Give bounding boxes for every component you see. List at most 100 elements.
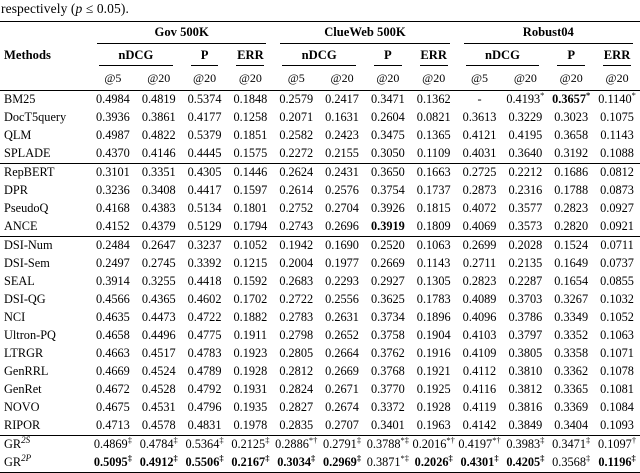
metric-cell: 0.4869‡ [93,434,132,451]
metric-header-p: P [548,46,594,68]
cutoff-label: @20 [376,71,400,85]
metric-cell: 0.4789 [187,364,222,378]
table-row: QLM 0.4987 0.4822 0.5379 0.1851 0.2582 0.2423 0… [0,127,640,145]
metric-cell: 0.1788 [554,183,589,197]
cutoff-label: @20 [559,71,583,85]
significance-marker: ‡ [540,452,545,463]
metric-cell: 0.3657* [552,89,591,106]
method-superscript: 2S [21,434,31,445]
metric-cell: 0.2631 [325,310,359,324]
method-label: GenRet [4,382,42,396]
metric-cell: 0.0812 [600,165,634,179]
metric-cell: 0.4069 [462,219,497,233]
metric-header-err: ERR [411,46,457,68]
metric-cell: 0.1140* [598,89,636,106]
metric-cell: 0.3192 [554,146,589,160]
metric-cell: 0.2155 [325,146,359,160]
metric-cell: 0.3369 [554,400,589,414]
dataset-header-clueweb500k: ClueWeb 500K [273,22,456,47]
metric-cell: 0.1362 [416,92,451,106]
dataset-header-robust04: Robust04 [457,22,640,47]
significance-marker: ‡ [356,452,362,463]
metric-cell: 0.1904 [416,328,451,342]
metric-cell: 0.4675 [96,400,130,414]
significance-marker: *‡ [400,434,410,445]
metric-cell: 0.4112 [462,364,497,378]
metric-cell: 0.4496 [141,328,176,342]
metric-cell: 0.4775 [187,328,222,342]
metric-cell: 0.2520 [370,238,405,252]
metric-cell: 0.4669 [96,364,130,378]
metric-cell: 0.3849 [508,418,543,432]
metric-cell: 0.2752 [279,201,314,215]
method-label: GR2P [4,452,32,469]
metric-cell: 0.1977 [325,256,359,270]
metric-cell: 0.1215 [233,256,268,270]
metric-cell: 0.3703 [508,292,543,306]
cutoff-label: @20 [193,71,217,85]
metric-cell: 0.1365 [416,128,451,142]
metric-cell: 0.4566 [96,292,130,306]
metric-cell: 0.4831 [187,418,222,432]
table-row: GenRet 0.4672 0.4528 0.4792 0.1931 0.2824 0.26… [0,381,640,399]
metric-cell: 0.3365 [554,382,589,396]
method-label: DSI-QG [4,292,46,306]
metric-cell: 0.5374 [187,92,222,106]
metric-cell: 0.2647 [141,238,176,252]
metric-cell: 0.2287 [508,274,543,288]
metric-header-ndcg: nDCG [90,46,182,68]
metric-cell: 0.1737 [416,183,451,197]
metric-cell: 0.4031 [462,146,497,160]
table-row: GR2S 0.4869‡ 0.4784‡ 0.5364‡ 0.2125‡ 0.2886*†… [0,434,640,455]
metric-cell: 0.2614 [279,183,314,197]
metric-cell: 0.3816 [508,400,543,414]
metric-cell: 0.4418 [187,274,222,288]
metric-cell: 0.0921 [600,219,634,233]
metric-cell: 0.3471 [370,92,405,106]
table-row: LTRGR 0.4663 0.4517 0.4783 0.1923 0.2805 0.266… [0,345,640,363]
metric-cell: 0.3236 [96,183,130,197]
metric-cell: 0.2725 [462,165,497,179]
metric-cell: 0.1075 [600,110,634,124]
metric-cell: 0.4602 [187,292,222,306]
caption-p-variable: p [75,1,83,16]
metric-cell: 0.1575 [233,146,268,160]
metric-cell: 0.3372 [370,400,405,414]
metric-cell: 0.2671 [325,382,359,396]
cutoff-label: @20 [330,71,354,85]
metric-cell: 0.4792 [187,382,222,396]
metric-cell: 0.2683 [279,274,314,288]
table-row: PseudoQ 0.4168 0.4383 0.5134 0.1801 0.2752 0.2… [0,200,640,218]
metric-cell: 0.2798 [279,328,314,342]
metric-cell: 0.4168 [96,201,130,215]
metric-cell: 0.3401 [370,418,405,432]
table-row: RepBERT 0.3101 0.3351 0.4305 0.1446 0.2624 0.2… [0,164,640,183]
metric-cell: 0.3349 [554,310,589,324]
row-group: RepBERT 0.3101 0.3351 0.4305 0.1446 0.2624 0.2… [0,163,640,237]
cutoff-label: @5 [104,71,122,85]
metric-cell: 0.3229 [508,110,543,124]
metric-header-ndcg: nDCG [457,46,549,68]
metric-cell: 0.2820 [554,219,589,233]
metric-cell: 0.3352 [554,328,589,342]
metric-cell: 0.0711 [600,238,634,252]
metric-header-p: P [365,46,411,68]
table-row: DPR 0.3236 0.3408 0.4417 0.1597 0.2614 0.2576 0… [0,182,640,200]
metric-cell: 0.3788*‡ [366,434,410,451]
metric-cell: 0.4984 [96,92,130,106]
metric-cell: 0.4819 [141,92,176,106]
metric-cell: 0.1848 [233,92,268,106]
metric-cell: 0.0821 [416,110,451,124]
metric-cell: 0.3351 [141,165,176,179]
cutoff-label: @20 [147,71,171,85]
caption-text: respectively ( [1,1,76,16]
metric-cell: 0.1921 [416,364,451,378]
metric-cell: 0.1654 [554,274,589,288]
metric-cell: 0.3568‡ [552,452,591,469]
significance-marker: ‡ [448,452,453,463]
significance-marker: ‡ [265,452,270,463]
metric-cell: 0.3023 [554,110,589,124]
metric-cell: 0.1911 [233,328,268,342]
metric-cell: 0.2582 [279,128,314,142]
metric-cell: 0.4152 [96,219,130,233]
